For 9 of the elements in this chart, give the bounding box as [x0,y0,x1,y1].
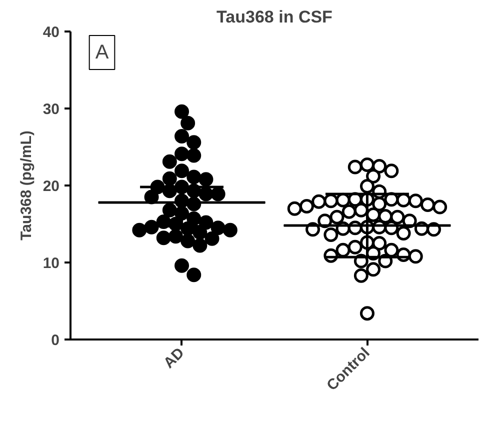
y-tick-label: 30 [42,101,60,118]
y-tick-label: 10 [42,255,60,272]
y-tick-label: 0 [51,332,60,349]
chart-title: Tau368 in CSF [216,8,332,26]
x-tick-label: AD [160,344,188,372]
y-tick-label: 40 [42,24,60,41]
y-tick-label: 20 [42,178,60,195]
y-axis-title: Tau368 (pg/mL) [18,130,35,240]
annotation: A [95,42,110,64]
